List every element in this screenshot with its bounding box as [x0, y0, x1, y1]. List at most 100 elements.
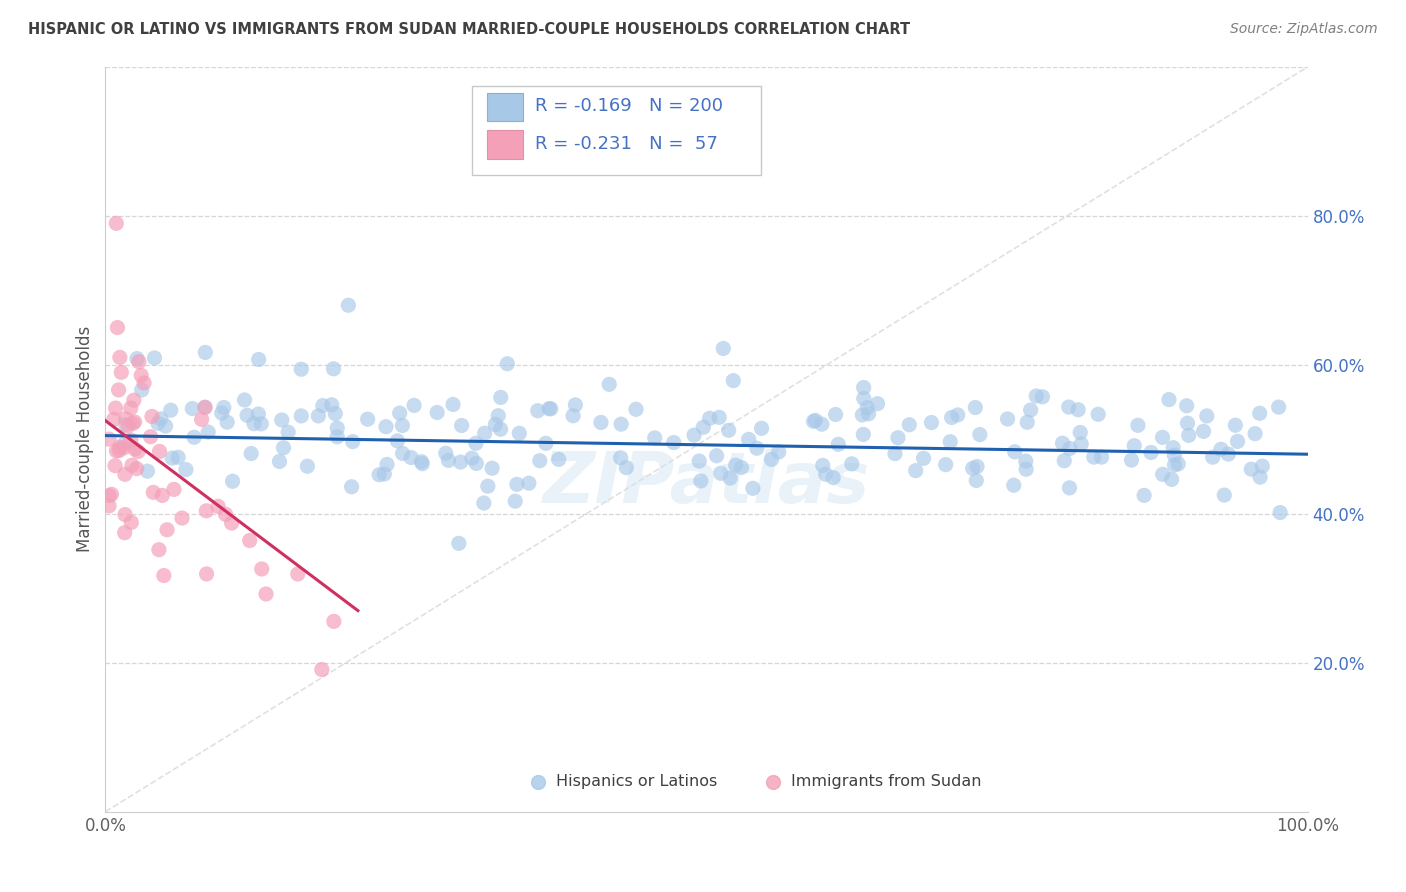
Point: [214, 508, 236, 522]
Point: [706, 449, 728, 463]
Point: [290, 409, 312, 423]
Point: [598, 377, 620, 392]
Point: [217, 415, 239, 429]
Point: [212, 401, 235, 415]
Point: [1267, 400, 1289, 414]
Point: [534, 436, 557, 450]
Point: [527, 775, 550, 789]
Point: [297, 459, 319, 474]
Point: [211, 406, 233, 420]
Point: [388, 406, 411, 420]
Point: [811, 458, 834, 473]
Point: [98, 432, 121, 446]
FancyBboxPatch shape: [472, 86, 761, 175]
Point: [105, 216, 128, 230]
Point: [221, 475, 243, 489]
Point: [1226, 434, 1249, 449]
Point: [143, 351, 166, 365]
Point: [1004, 445, 1026, 459]
Point: [125, 351, 148, 366]
Point: [387, 434, 409, 448]
Point: [508, 426, 530, 441]
Point: [737, 433, 759, 447]
Point: [368, 467, 391, 482]
Point: [609, 450, 631, 465]
Point: [489, 391, 512, 405]
Point: [1249, 470, 1271, 484]
Point: [711, 342, 734, 356]
Point: [1161, 441, 1184, 455]
Point: [107, 383, 129, 397]
Point: [112, 441, 135, 455]
Point: [326, 430, 349, 444]
Point: [148, 542, 170, 557]
Point: [465, 457, 488, 471]
Point: [114, 417, 136, 432]
Bar: [486, 130, 523, 159]
Point: [745, 441, 768, 455]
Point: [1192, 425, 1215, 439]
Point: [322, 615, 344, 629]
Point: [1052, 436, 1074, 450]
Point: [1163, 448, 1185, 462]
Point: [221, 516, 243, 530]
Point: [804, 413, 827, 427]
Point: [434, 446, 457, 460]
Point: [426, 405, 449, 419]
Text: R = -0.231   N =  57: R = -0.231 N = 57: [534, 135, 717, 153]
Point: [529, 453, 551, 467]
Point: [247, 352, 270, 367]
Point: [710, 467, 733, 481]
Point: [1090, 450, 1112, 464]
Point: [904, 464, 927, 478]
Point: [127, 444, 149, 458]
Point: [1218, 447, 1240, 461]
Point: [240, 446, 263, 460]
Point: [624, 402, 647, 417]
Point: [966, 459, 988, 474]
Point: [233, 392, 256, 407]
Point: [1209, 442, 1232, 457]
Point: [104, 458, 127, 473]
Point: [139, 430, 162, 444]
Point: [1163, 458, 1185, 472]
Point: [114, 525, 136, 540]
Point: [823, 470, 845, 484]
Point: [852, 427, 875, 442]
Point: [856, 401, 879, 415]
Point: [342, 434, 364, 449]
Point: [461, 451, 484, 466]
Point: [1240, 462, 1263, 476]
Y-axis label: Married-couple Households: Married-couple Households: [76, 326, 94, 552]
Point: [1123, 439, 1146, 453]
Point: [100, 487, 122, 501]
Point: [174, 462, 197, 476]
Point: [108, 440, 131, 454]
Point: [481, 461, 503, 475]
Point: [474, 426, 496, 441]
Point: [153, 568, 176, 582]
Point: [614, 460, 637, 475]
Point: [323, 407, 346, 421]
Point: [239, 533, 262, 548]
Point: [207, 500, 229, 514]
Point: [287, 567, 309, 582]
Point: [125, 461, 148, 475]
Point: [150, 488, 173, 502]
Point: [997, 412, 1019, 426]
Point: [375, 419, 398, 434]
Point: [247, 407, 270, 421]
Point: [547, 452, 569, 467]
Point: [689, 474, 711, 488]
Point: [884, 447, 907, 461]
Point: [148, 444, 170, 458]
Point: [814, 467, 837, 482]
Point: [526, 403, 548, 417]
Point: [326, 421, 349, 435]
Point: [1069, 425, 1091, 440]
Point: [156, 523, 179, 537]
Point: [1126, 418, 1149, 433]
Point: [159, 403, 181, 417]
Point: [841, 457, 863, 471]
Point: [131, 383, 153, 397]
